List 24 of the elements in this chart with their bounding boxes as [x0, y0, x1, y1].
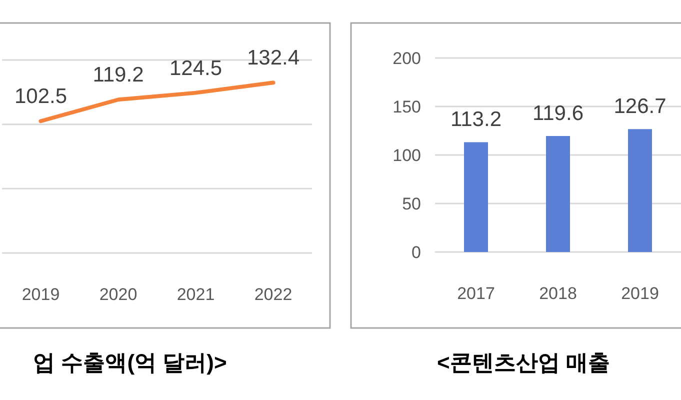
- data-label: 113.2: [450, 108, 502, 132]
- x-tick-label: 2019: [22, 285, 60, 304]
- data-label: 126.7: [614, 95, 666, 118]
- bar: [546, 136, 570, 252]
- x-tick-label: 2021: [176, 285, 215, 304]
- x-tick-label: 2019: [621, 284, 659, 303]
- x-tick-label: 2022: [254, 285, 292, 304]
- y-tick-label: 150: [392, 98, 421, 116]
- text: <콘텐츠산업 매출: [437, 350, 610, 375]
- data-label: 119.6: [532, 102, 584, 125]
- x-tick-label: 2020: [99, 285, 138, 304]
- x-tick-label: 2017: [457, 284, 495, 303]
- y-tick-label: 50: [402, 194, 421, 214]
- data-label: 124.5: [169, 56, 222, 80]
- bar: [628, 129, 652, 252]
- x-tick-label: 2018: [539, 284, 577, 303]
- bar: [464, 142, 488, 252]
- y-tick-label: 200: [392, 49, 421, 68]
- data-label: 119.2: [92, 64, 144, 87]
- y-tick-label: 0: [412, 243, 421, 262]
- data-label: 102.5: [14, 85, 68, 108]
- text: 업 수출액(억 달러)>: [33, 350, 227, 375]
- data-label: 132.4: [246, 46, 300, 70]
- y-tick-label: 100: [392, 146, 421, 165]
